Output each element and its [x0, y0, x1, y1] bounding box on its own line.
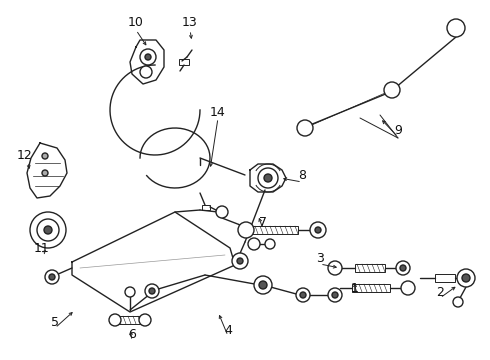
Circle shape	[30, 212, 66, 248]
Circle shape	[145, 54, 151, 60]
Circle shape	[310, 222, 326, 238]
Circle shape	[237, 258, 243, 264]
Text: 1: 1	[351, 282, 359, 294]
Circle shape	[387, 85, 397, 95]
Circle shape	[44, 226, 52, 234]
Circle shape	[384, 82, 400, 98]
FancyBboxPatch shape	[352, 284, 390, 292]
Circle shape	[125, 287, 135, 297]
Circle shape	[232, 253, 248, 269]
Text: 3: 3	[316, 252, 324, 265]
FancyBboxPatch shape	[202, 205, 210, 210]
Circle shape	[37, 219, 59, 241]
Circle shape	[453, 297, 463, 307]
Circle shape	[396, 261, 410, 275]
Circle shape	[328, 261, 342, 275]
Circle shape	[254, 276, 272, 294]
Text: 12: 12	[17, 149, 33, 162]
Text: 13: 13	[182, 15, 198, 28]
Circle shape	[457, 269, 475, 287]
Circle shape	[297, 120, 313, 136]
Circle shape	[401, 281, 415, 295]
Text: 14: 14	[210, 105, 226, 118]
FancyBboxPatch shape	[435, 274, 455, 282]
Circle shape	[332, 292, 338, 298]
Circle shape	[109, 314, 121, 326]
Circle shape	[238, 222, 254, 238]
Circle shape	[296, 288, 310, 302]
Circle shape	[45, 270, 59, 284]
Circle shape	[258, 168, 278, 188]
Circle shape	[42, 153, 48, 159]
Text: 9: 9	[394, 123, 402, 136]
Circle shape	[216, 206, 228, 218]
Circle shape	[139, 314, 151, 326]
Text: 8: 8	[298, 168, 306, 181]
Text: 10: 10	[128, 15, 144, 28]
Circle shape	[300, 292, 306, 298]
Circle shape	[328, 288, 342, 302]
Circle shape	[140, 66, 152, 78]
Text: 6: 6	[128, 328, 136, 342]
Circle shape	[49, 274, 55, 280]
Circle shape	[248, 238, 260, 250]
Text: 11: 11	[34, 242, 50, 255]
FancyBboxPatch shape	[116, 316, 144, 324]
FancyBboxPatch shape	[355, 264, 385, 272]
Text: 2: 2	[436, 285, 444, 298]
Circle shape	[140, 49, 156, 65]
Circle shape	[149, 288, 155, 294]
Text: 7: 7	[259, 216, 267, 229]
Circle shape	[451, 23, 461, 33]
Circle shape	[259, 281, 267, 289]
Circle shape	[42, 170, 48, 176]
Circle shape	[315, 227, 321, 233]
Circle shape	[300, 123, 310, 133]
Circle shape	[462, 274, 470, 282]
FancyBboxPatch shape	[248, 226, 298, 234]
Circle shape	[400, 265, 406, 271]
Circle shape	[264, 174, 272, 182]
Circle shape	[145, 284, 159, 298]
Circle shape	[265, 239, 275, 249]
Text: 4: 4	[224, 324, 232, 337]
FancyBboxPatch shape	[179, 59, 189, 65]
Circle shape	[447, 19, 465, 37]
Text: 5: 5	[51, 315, 59, 328]
